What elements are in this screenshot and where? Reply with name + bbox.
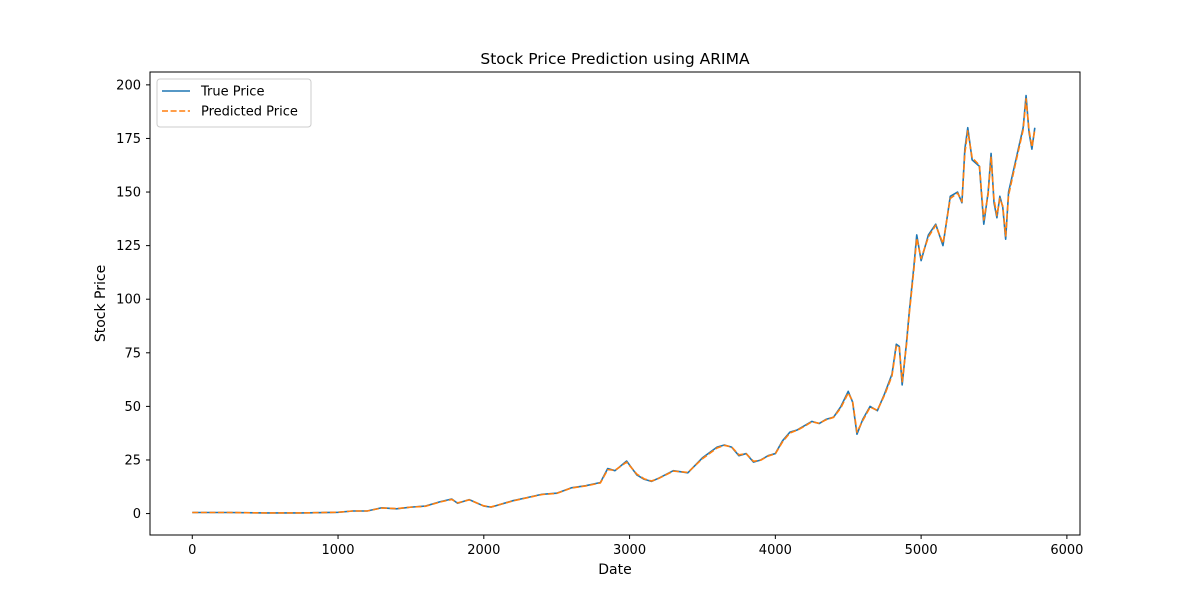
plot-frame — [149, 71, 1081, 536]
chart-title: Stock Price Prediction using ARIMA — [480, 50, 750, 68]
x-tick-label: 4000 — [759, 543, 792, 558]
x-tick-label: 6000 — [1050, 543, 1083, 558]
x-axis-label: Date — [598, 562, 631, 578]
y-tick-label: 75 — [124, 346, 141, 361]
y-axis: 0 25 50 75 100 125 150 175 200 — [116, 78, 150, 522]
x-tick-label: 0 — [188, 543, 196, 558]
y-tick-label: 150 — [116, 186, 141, 201]
y-tick-label: 0 — [133, 507, 141, 522]
y-axis-label: Stock Price — [93, 265, 109, 342]
x-axis: 0 1000 2000 3000 4000 5000 6000 — [188, 535, 1083, 558]
legend-box — [156, 78, 312, 128]
x-tick-label: 3000 — [613, 543, 646, 558]
series-layer — [192, 94, 1036, 514]
y-tick-label: 100 — [116, 293, 141, 308]
series-line-predicted-price — [192, 97, 1036, 514]
plot-area — [150, 72, 1080, 535]
legend-label-predicted-price: Predicted Price — [201, 105, 298, 120]
x-tick-label: 5000 — [905, 543, 938, 558]
x-tick-label: 2000 — [467, 543, 500, 558]
y-tick-label: 200 — [116, 78, 141, 93]
legend-label-true-price: True Price — [200, 85, 264, 100]
y-tick-label: 175 — [116, 132, 141, 147]
x-tick-label: 1000 — [321, 543, 354, 558]
y-tick-label: 50 — [124, 400, 141, 415]
y-tick-label: 25 — [124, 453, 141, 468]
y-tick-label: 125 — [116, 239, 141, 254]
legend: True Price Predicted Price — [156, 78, 312, 128]
